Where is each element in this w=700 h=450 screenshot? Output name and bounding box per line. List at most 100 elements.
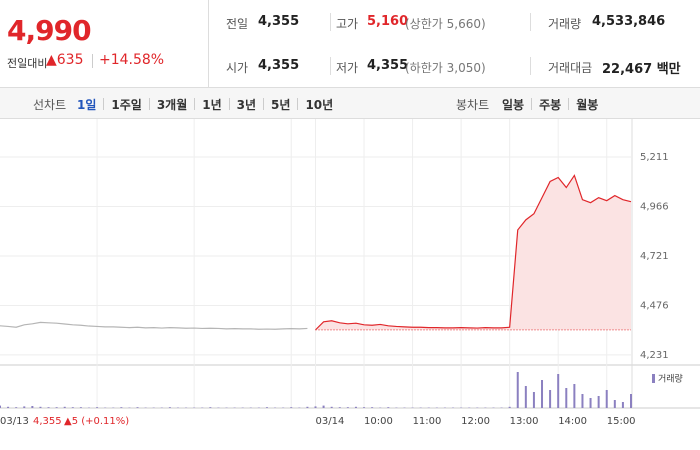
volume-bar [322, 405, 325, 408]
legend-label: 거래량 [658, 373, 683, 385]
summary-label: 전일 [226, 17, 249, 31]
tab-bar [0, 88, 700, 119]
volume-bar [508, 406, 511, 408]
tab[interactable]: 3년 [236, 98, 257, 112]
divider [530, 57, 531, 75]
summary-value: 4,355 [258, 58, 300, 73]
area [315, 175, 631, 330]
volume-bar [613, 400, 616, 408]
x-tick-label: 15:00 [607, 416, 636, 427]
volume-bar [371, 407, 374, 408]
volume-bar [630, 394, 632, 408]
summary-label: 고가 [336, 17, 359, 31]
volume-bar [96, 407, 99, 408]
volume-bar [23, 406, 26, 408]
tab[interactable]: 5년 [271, 98, 291, 112]
divider [92, 54, 93, 68]
price: 4,990 [7, 14, 92, 47]
summary-note: (상한가 5,660) [405, 17, 486, 31]
summary-value: 5,160 [367, 14, 409, 29]
volume-bar [516, 372, 519, 408]
volume-bar [265, 407, 268, 408]
divider [330, 13, 331, 31]
summary-label: 거래량 [548, 17, 582, 31]
volume-bar [168, 407, 171, 408]
volume-bar [387, 407, 390, 408]
divider [194, 98, 196, 110]
divider [263, 98, 265, 110]
tab[interactable]: 주봉 [539, 98, 562, 112]
volume-bar [15, 407, 18, 408]
change-label: 전일대비 [7, 57, 48, 70]
divider [228, 98, 230, 110]
line [0, 321, 308, 330]
volume-bar [565, 388, 568, 408]
divider [148, 98, 150, 110]
volume-bar [31, 406, 34, 408]
change: ▲635 [46, 52, 84, 68]
summary-label: 저가 [336, 61, 359, 75]
tab[interactable]: 일봉 [502, 98, 525, 112]
summary-label: 시가 [226, 61, 249, 75]
volume-bar [524, 386, 527, 408]
volume-bar [7, 406, 10, 408]
tab-title: 선차트 [33, 98, 67, 112]
volume-bar [581, 394, 584, 408]
divider [208, 0, 209, 88]
prev-change: ▲5 (+0.11%) [64, 416, 129, 427]
divider [568, 98, 570, 110]
volume-bar [55, 407, 58, 408]
x-tick-label: 12:00 [461, 416, 490, 427]
volume-bar [120, 407, 123, 408]
volume-bar [363, 407, 366, 408]
volume-bar [597, 396, 600, 408]
volume-bar [532, 392, 535, 408]
y-tick-label: 5,211 [640, 152, 669, 163]
rate: +14.58% [99, 52, 165, 68]
volume-bar [209, 407, 212, 408]
x-tick-label: 10:00 [364, 416, 393, 427]
volume-bar [589, 398, 592, 408]
tab[interactable]: 1주일 [111, 98, 142, 112]
divider [330, 57, 331, 75]
volume-bar [541, 380, 544, 408]
y-tick-label: 4,966 [640, 202, 669, 213]
tab[interactable]: 1일 [77, 98, 97, 112]
x-tick-label: 14:00 [558, 416, 587, 427]
volume-bar [314, 406, 317, 408]
volume-bar [573, 384, 576, 408]
y-tick-label: 4,476 [640, 300, 669, 311]
x-tick-label: 03/14 [316, 416, 345, 427]
volume-bar [557, 374, 560, 408]
volume-bar [0, 405, 1, 408]
volume-bar [79, 407, 82, 408]
tab[interactable]: 10년 [305, 98, 334, 112]
volume-bar [63, 406, 66, 408]
volume-bar [290, 407, 293, 408]
volume-bar [621, 402, 624, 408]
divider [297, 98, 299, 110]
volume-bar [136, 407, 139, 408]
volume-bar [549, 390, 552, 408]
y-tick-label: 4,721 [640, 251, 669, 262]
legend-swatch [652, 374, 655, 383]
volume-bar [354, 406, 357, 408]
header [0, 0, 700, 88]
tab[interactable]: 월봉 [576, 98, 599, 112]
volume-bar [346, 407, 349, 408]
volume-bar [330, 406, 333, 408]
summary-value: 22,467 백만 [602, 62, 681, 77]
summary-value: 4,355 [258, 14, 300, 29]
tab[interactable]: 1년 [202, 98, 222, 112]
tab[interactable]: 3개월 [156, 98, 188, 112]
summary-note: (하한가 3,050) [405, 61, 486, 75]
volume-bar [47, 407, 50, 408]
x-tick-label: 13:00 [510, 416, 539, 427]
x-tick-label: 03/13 [0, 416, 29, 427]
volume-bar [39, 406, 42, 408]
divider [531, 98, 533, 110]
divider [103, 98, 105, 110]
x-tick-label: 11:00 [413, 416, 442, 427]
